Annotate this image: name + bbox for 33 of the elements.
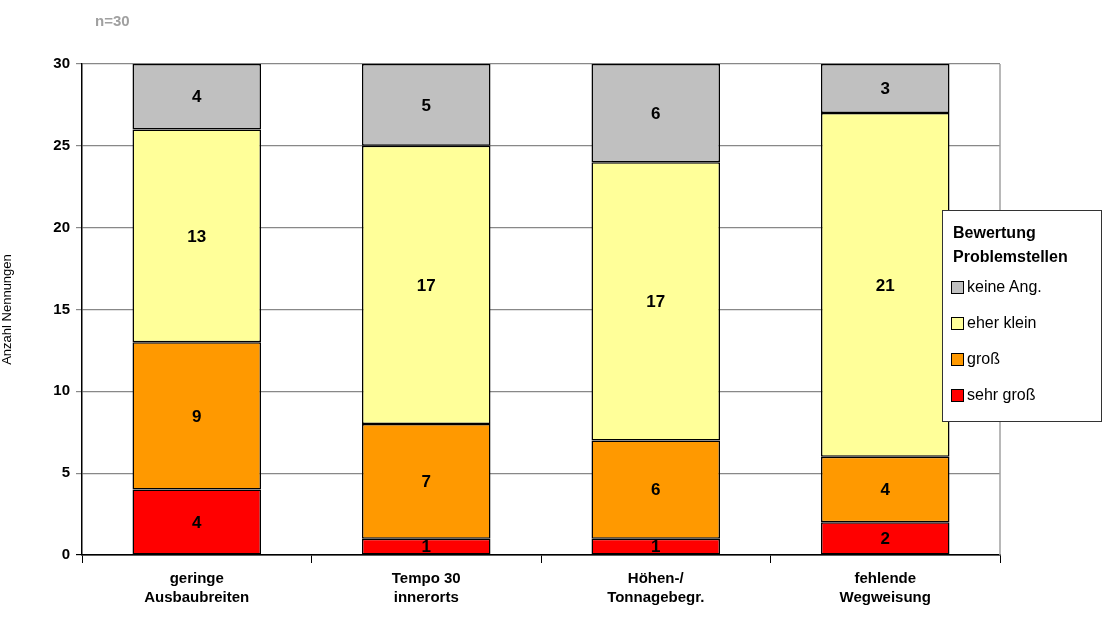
data-label: 17 (646, 292, 666, 311)
data-label: 7 (421, 472, 431, 492)
legend-label: keine Ang. (967, 278, 1042, 296)
x-tick-label: Tempo 30 innerorts (391, 568, 461, 606)
y-tick-label: 15 (53, 299, 70, 317)
legend-label: eher klein (967, 314, 1037, 332)
y-tick-label: 10 (53, 381, 70, 399)
data-label: 2 (880, 529, 890, 549)
x-tick-label: fehlende Wegweisung (839, 568, 931, 606)
y-tick-label: 20 (53, 217, 70, 235)
data-label: 1 (651, 537, 661, 557)
data-label: 17 (416, 275, 436, 295)
data-label: 9 (192, 406, 202, 426)
text: n=30 (95, 12, 130, 29)
data-label: 6 (651, 480, 661, 500)
y-tick-label: 30 (53, 54, 70, 72)
data-label: 4 (880, 480, 891, 500)
data-label: 13 (187, 226, 207, 246)
data-label: 1 (421, 537, 431, 557)
data-label: 3 (880, 79, 890, 99)
y-tick-label: 0 (61, 545, 70, 563)
data-label: 6 (651, 103, 661, 123)
y-tick-label: 5 (61, 463, 70, 481)
x-tick-label: geringe Ausbaubreiten (144, 568, 250, 606)
y-tick-label: 25 (53, 135, 70, 153)
data-label: 21 (875, 275, 895, 295)
x-tick-label: Höhen-/ Tonnagebegr. (607, 568, 705, 606)
data-label: 4 (192, 87, 203, 107)
data-label: 5 (421, 95, 431, 115)
legend-label: groß (967, 350, 1000, 368)
y-axis-title: Anzahl Nennungen (0, 254, 15, 365)
legend-label: sehr groß (967, 386, 1036, 404)
data-label: 4 (192, 512, 203, 532)
